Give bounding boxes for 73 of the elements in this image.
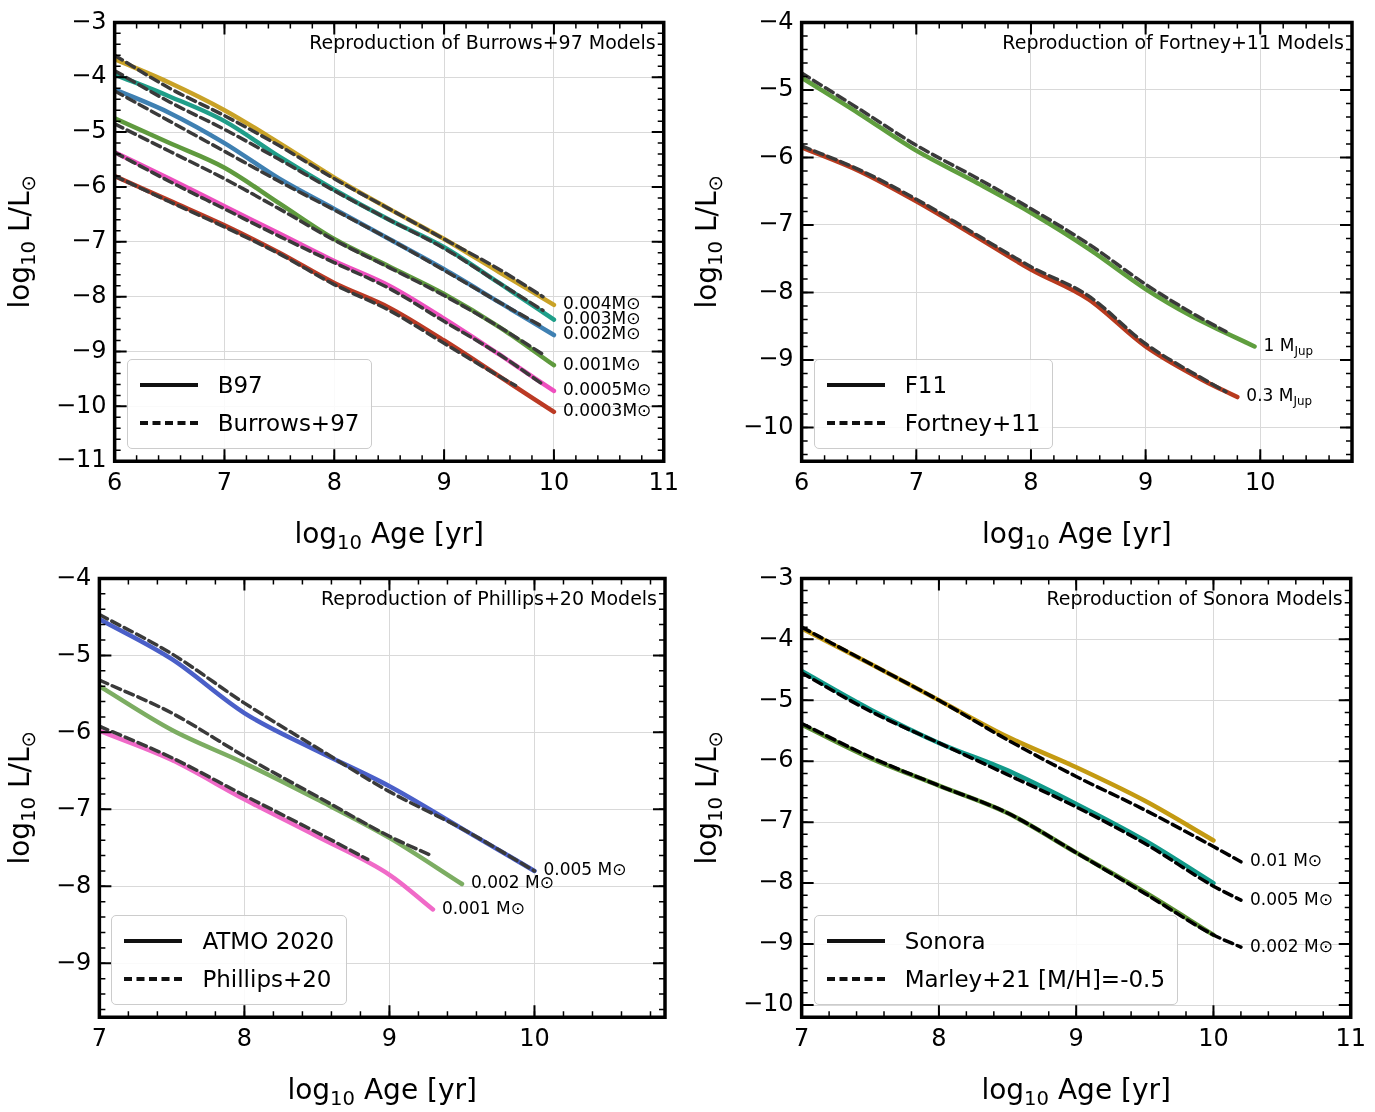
- y-tick-label: −8: [55, 870, 92, 899]
- text: Reproduction of Burrows+97 Models: [309, 31, 656, 54]
- annotation: 0.002 M⊙: [1249, 935, 1333, 956]
- y-tick-label: −10: [742, 411, 794, 440]
- y-tick-label: −5: [55, 639, 92, 668]
- y-tick-label: −4: [758, 6, 794, 35]
- text: Reproduction of Fortney+11 Models: [1002, 31, 1345, 54]
- annotation: Phillips+20: [202, 966, 332, 993]
- text: Reproduction of Sonora Models: [1046, 587, 1343, 610]
- y-tick-label: −9: [71, 335, 107, 364]
- y-tick-label: −5: [71, 116, 107, 145]
- text: Reproduction of Phillips+20 Models: [320, 587, 657, 610]
- x-tick-label: 9: [1137, 467, 1154, 496]
- x-tick-label: 11: [1335, 1023, 1366, 1052]
- x-tick-label: 11: [648, 467, 679, 496]
- annotation: Marley+21 [M/H]=-0.5: [904, 966, 1166, 993]
- y-tick-label: −4: [758, 623, 794, 652]
- y-axis-title: log10 L/L⊙: [690, 175, 728, 309]
- x-tick-label: 10: [519, 1023, 550, 1052]
- x-tick-label: 7: [794, 1023, 810, 1052]
- x-tick-label: 6: [107, 467, 123, 496]
- y-tick-label: −8: [71, 280, 107, 309]
- y-tick-label: −4: [55, 562, 92, 591]
- y-tick-label: −7: [55, 793, 92, 822]
- y-axis-title: log10 L/L⊙: [3, 731, 41, 865]
- y-tick-label: −7: [71, 226, 107, 255]
- y-tick-label: −11: [55, 445, 107, 474]
- annotation: 0.001M⊙: [562, 353, 641, 374]
- y-tick-label: −10: [742, 989, 794, 1018]
- annotation: 0.01 M⊙: [1249, 850, 1323, 871]
- y-tick-label: −8: [758, 276, 794, 305]
- y-tick-label: −8: [758, 867, 794, 896]
- x-tick-label: 7: [908, 467, 924, 496]
- y-tick-label: −3: [71, 6, 107, 35]
- y-tick-label: −5: [758, 684, 794, 713]
- annotation: ATMO 2020: [202, 928, 335, 955]
- y-tick-label: −10: [55, 390, 107, 419]
- x-tick-label: 10: [538, 467, 570, 496]
- annotation: Fortney+11: [904, 410, 1041, 437]
- annotation: 0.0005M⊙: [562, 379, 652, 400]
- annotation: B97: [217, 372, 263, 399]
- y-tick-label: −6: [758, 141, 794, 170]
- x-tick-label: 7: [216, 467, 233, 496]
- x-tick-label: 8: [326, 467, 342, 496]
- y-tick-label: −9: [758, 344, 794, 373]
- annotation: 0.005 M⊙: [1249, 888, 1333, 909]
- annotation: Burrows+97: [217, 410, 360, 437]
- annotation: 0.001 M⊙: [441, 897, 525, 918]
- y-tick-label: −9: [55, 947, 92, 976]
- x-tick-label: 8: [931, 1023, 947, 1052]
- x-tick-label: 9: [1068, 1023, 1084, 1052]
- y-axis-title: log10 L/L⊙: [3, 175, 41, 309]
- x-tick-label: 10: [1198, 1023, 1229, 1052]
- y-axis-title: log10 L/L⊙: [690, 731, 728, 865]
- x-tick-label: 8: [1023, 467, 1039, 496]
- y-tick-label: −9: [758, 928, 794, 957]
- y-tick-label: −7: [758, 209, 794, 238]
- y-tick-label: −6: [758, 745, 794, 774]
- y-tick-label: −6: [55, 716, 92, 745]
- x-tick-label: 6: [794, 467, 810, 496]
- x-tick-label: 7: [91, 1023, 108, 1052]
- annotation: 0.0003M⊙: [562, 400, 652, 421]
- x-tick-label: 9: [436, 467, 452, 496]
- x-tick-label: 8: [236, 1023, 253, 1052]
- annotation: Sonora: [904, 928, 986, 955]
- x-tick-label: 9: [381, 1023, 398, 1052]
- x-tick-label: 10: [1245, 467, 1276, 496]
- y-tick-label: −4: [71, 61, 107, 90]
- y-tick-label: −5: [758, 74, 794, 103]
- y-tick-label: −6: [71, 171, 107, 200]
- y-tick-label: −3: [758, 562, 794, 591]
- y-tick-label: −7: [758, 806, 794, 835]
- annotation: F11: [904, 372, 948, 399]
